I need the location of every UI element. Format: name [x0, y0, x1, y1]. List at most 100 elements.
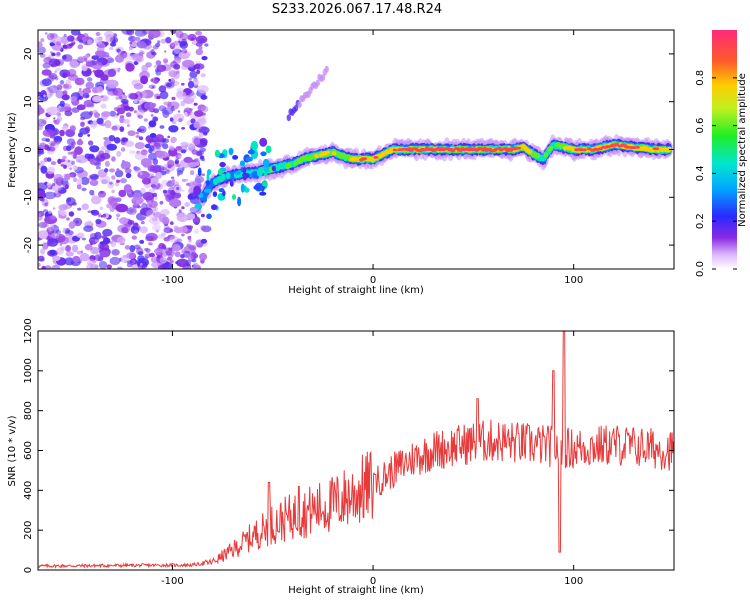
spectrogram-noise-speck — [52, 255, 61, 261]
spectrogram-noise-speck — [76, 178, 83, 185]
x-tick-label: -100 — [161, 275, 184, 286]
spectrogram-noise-speck — [186, 225, 194, 230]
spectrogram-noise-speck — [116, 179, 120, 183]
spectrogram-noise-speck — [96, 117, 104, 125]
spectrogram-noise-speck — [169, 78, 175, 85]
spectrogram-noise-speck — [38, 147, 44, 155]
spectrogram-noise-speck — [58, 105, 62, 109]
spectrogram-noise-speck — [176, 90, 187, 100]
spectrogram-noise-speck — [57, 158, 62, 164]
spectrogram-noise-speck — [41, 69, 52, 76]
spectrogram-noise-speck — [111, 125, 118, 131]
spectrogram-noise-speck — [107, 68, 117, 78]
spectrogram-noise-speck — [62, 180, 70, 189]
spectrogram-noise-speck — [106, 79, 119, 89]
spectrogram-noise-speck — [65, 227, 71, 234]
x-tick-label: 0 — [370, 576, 376, 587]
spectrogram-noise-speck — [92, 65, 98, 68]
spectrogram-noise-speck — [188, 77, 192, 81]
spectrogram-noise-speck — [38, 95, 49, 102]
spectrogram-noise-speck — [123, 105, 131, 112]
spectrogram-noise-speck — [111, 249, 120, 256]
spectrogram-noise-speck — [72, 255, 81, 263]
y-tick-label: 0 — [23, 567, 34, 573]
spectrogram-noise-speck — [124, 140, 135, 147]
spectrogram-onset-blob — [194, 204, 201, 209]
spectrogram-ridge-cell — [598, 147, 603, 151]
spectrogram-noise-speck — [49, 215, 57, 220]
spectrogram-onset-blob — [264, 172, 268, 177]
spectrogram-onset-blob — [207, 169, 212, 176]
spectrogram-noise-speck — [101, 51, 110, 58]
spectrogram-noise-speck — [49, 249, 56, 256]
spectrogram-noise-speck — [159, 200, 164, 205]
spectrogram-noise-speck — [186, 263, 191, 267]
spectrogram-noise-speck — [108, 168, 116, 173]
spectrogram-noise-speck — [81, 237, 87, 241]
spectrogram-noise-speck — [149, 165, 162, 173]
spectrogram-noise-speck — [81, 36, 87, 43]
spectrogram-noise-speck — [159, 125, 165, 129]
spectrogram-noise-speck — [48, 58, 61, 67]
spectrogram-noise-speck — [55, 67, 61, 72]
spectrogram-noise-speck — [134, 166, 142, 173]
spectrogram-noise-speck — [193, 102, 198, 106]
spectrogram-noise-speck — [201, 115, 207, 122]
spectrogram-noise-speck — [69, 144, 75, 149]
spectrogram-noise-speck — [111, 189, 115, 194]
spectrogram-noise-speck — [131, 264, 138, 269]
spectrogram-onset-blob — [243, 187, 250, 193]
spectrogram-noise-speck — [144, 39, 149, 44]
spectrogram-noise-speck — [86, 258, 96, 266]
spectrogram-noise-speck — [113, 137, 121, 144]
spectrogram-noise-speck — [181, 248, 185, 252]
spectrogram-noise-speck — [56, 112, 62, 117]
spectrogram-noise-speck — [181, 127, 186, 130]
spectrogram-noise-speck — [112, 87, 124, 97]
spectrogram-noise-speck — [91, 55, 99, 60]
colorbar-tick-label: 0.2 — [695, 213, 706, 229]
spectrogram-noise-speck — [129, 40, 140, 47]
spectrogram-noise-speck — [157, 234, 165, 239]
spectrogram-noise-speck — [94, 50, 104, 57]
spectrogram-noise-speck — [198, 46, 203, 50]
spectrogram-noise-speck — [128, 45, 134, 51]
spectrogram-noise-speck — [90, 121, 98, 129]
spectrogram-streak — [297, 101, 302, 109]
spectrogram-noise-speck — [49, 91, 54, 96]
spectrogram-noise-speck — [77, 207, 82, 211]
spectrogram-noise-speck — [65, 79, 72, 86]
spectrogram-noise-speck — [40, 165, 48, 174]
spectrogram-noise-speck — [176, 238, 183, 243]
spectrogram-noise-speck — [95, 32, 101, 36]
spectrogram-noise-speck — [63, 227, 66, 231]
spectrogram-noise-speck — [178, 226, 188, 234]
spectrogram-noise-speck — [180, 100, 186, 107]
spectrogram-noise-speck — [193, 121, 200, 129]
spectrogram-noise-speck — [185, 178, 189, 182]
spectrogram-noise-speck — [126, 123, 130, 128]
spectrogram-noise-speck — [44, 202, 49, 207]
spectrogram-noise-speck — [181, 48, 188, 54]
spectrogram-noise-speck — [189, 70, 198, 79]
spectrogram-ridge-cell — [582, 148, 587, 152]
spectrogram-onset-blob — [259, 191, 267, 196]
spectrogram-ridge-cell — [667, 146, 672, 151]
spectrogram-noise-speck — [140, 262, 143, 266]
spectrogram-noise-speck — [178, 155, 182, 158]
spectrogram-noise-speck — [184, 112, 188, 116]
spectrogram-noise-speck — [126, 260, 133, 264]
spectrogram-noise-speck — [181, 178, 187, 182]
spectrogram-noise-speck — [138, 266, 142, 269]
spectrogram-noise-speck — [200, 73, 206, 78]
spectrogram-noise-speck — [62, 155, 67, 160]
spectrogram-noise-speck — [90, 176, 94, 180]
spectrogram-noise-speck — [99, 250, 111, 258]
spectrogram-noise-speck — [138, 51, 144, 56]
spectrogram-noise-speck — [79, 88, 82, 91]
spectrogram-ridge-cell — [635, 146, 640, 149]
spectrogram-noise-speck — [185, 51, 192, 57]
y-tick-label: 10 — [23, 95, 34, 108]
